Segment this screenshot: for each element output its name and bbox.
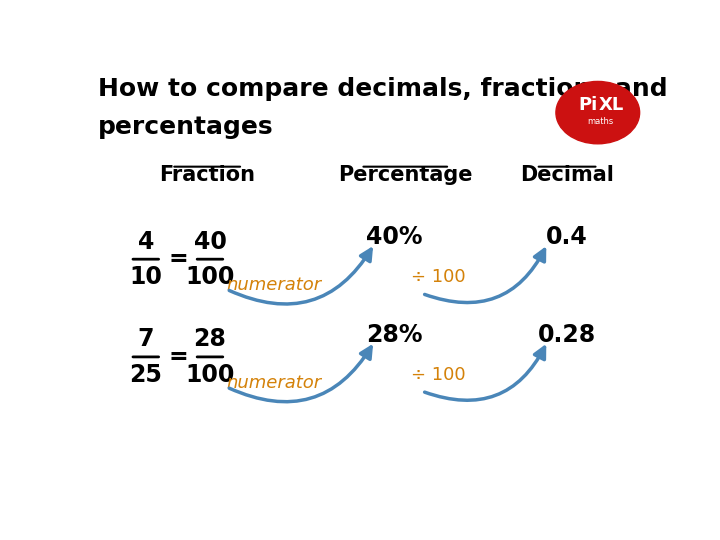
Text: Decimal: Decimal [520,165,614,185]
Text: Fraction: Fraction [159,165,255,185]
Text: percentages: percentages [99,114,274,139]
Text: 40%: 40% [366,225,423,249]
Text: 40: 40 [194,230,226,253]
Text: ÷ 100: ÷ 100 [411,366,466,383]
Text: 10: 10 [130,265,162,289]
Text: numerator: numerator [227,276,322,294]
Circle shape [556,82,639,144]
Text: numerator: numerator [227,374,322,392]
Text: 4: 4 [138,230,154,253]
Text: 25: 25 [130,362,162,387]
Text: =: = [168,247,188,271]
Text: 28%: 28% [366,323,423,347]
Text: 100: 100 [185,265,235,289]
Text: XL: XL [599,96,624,114]
Text: 0.28: 0.28 [538,323,596,347]
Text: 100: 100 [185,362,235,387]
Text: maths: maths [587,117,613,126]
Text: Percentage: Percentage [338,165,472,185]
Text: How to compare decimals, fractions and: How to compare decimals, fractions and [99,77,668,102]
Text: Pi: Pi [578,96,598,114]
Text: 0.4: 0.4 [546,225,588,249]
Text: =: = [168,345,188,369]
Text: 28: 28 [194,327,226,351]
Text: 7: 7 [138,327,154,351]
Text: ÷ 100: ÷ 100 [411,268,466,286]
